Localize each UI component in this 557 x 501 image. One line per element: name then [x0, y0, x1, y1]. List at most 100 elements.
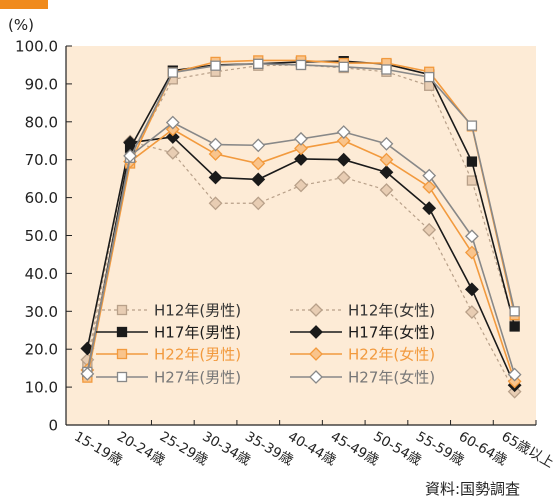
source-note: 資料:国勢調査 — [425, 480, 520, 498]
data-point — [422, 201, 437, 216]
legend-marker — [309, 347, 323, 361]
data-point — [464, 282, 479, 297]
legend-marker — [116, 326, 128, 338]
data-point — [251, 138, 266, 153]
legend-label: H27年(男性) — [154, 369, 241, 387]
y-tick-label: 80.0 — [25, 113, 58, 131]
x-tick-label: 20-24歳 — [114, 429, 168, 469]
data-point — [123, 135, 138, 150]
legend-label: H17年(女性) — [348, 324, 435, 342]
series-7 — [80, 115, 522, 382]
data-point — [379, 136, 394, 151]
legend-label: H12年(男性) — [154, 302, 241, 320]
data-point — [208, 147, 223, 161]
data-point — [507, 367, 522, 382]
y-tick-label: 90.0 — [25, 75, 58, 93]
series-3 — [80, 130, 522, 393]
x-tick-label: 40-44歳 — [285, 429, 339, 469]
y-axis: 0 10.0 20.0 30.0 40.0 50.0 60.0 70.0 80.0 90.0 100… — [15, 38, 72, 435]
data-point — [208, 137, 223, 152]
data-point — [466, 175, 478, 186]
y-tick-label: 10.0 — [25, 379, 58, 397]
series-line — [86, 64, 516, 366]
data-point — [336, 170, 351, 185]
data-point — [422, 180, 437, 194]
plot-area — [66, 46, 536, 425]
y-tick-label: 60.0 — [25, 189, 58, 207]
y-tick-label: 0 — [48, 417, 58, 435]
legend: H12年(男性) H12年(女性) H17年(男性) H17年(女性) H22年(男性)… — [96, 302, 435, 387]
data-point — [294, 152, 308, 166]
y-tick-label: 40.0 — [25, 265, 58, 283]
data-point — [208, 170, 223, 185]
data-point — [165, 145, 180, 160]
data-point — [294, 141, 308, 156]
legend-item: H27年(女性) — [290, 369, 435, 387]
x-tick-label: 15-19歳 — [71, 429, 125, 469]
legend-item: H17年(女性) — [290, 324, 435, 342]
data-point — [336, 125, 351, 139]
data-point — [251, 172, 266, 187]
data-point — [123, 148, 138, 163]
legend-marker — [309, 370, 323, 384]
data-point — [295, 59, 307, 71]
legend-marker — [309, 303, 323, 317]
data-point — [379, 165, 394, 180]
legend-item: H12年(男性) — [96, 302, 241, 320]
x-tick-label: 55-59歳 — [413, 429, 467, 469]
x-tick-label: 35-39歳 — [242, 429, 296, 469]
legend-label: H17年(男性) — [154, 324, 241, 342]
legend-marker — [309, 325, 323, 339]
data-point — [251, 156, 266, 171]
data-point — [294, 131, 308, 146]
legend-marker — [116, 348, 128, 360]
data-point — [464, 305, 479, 319]
series-6 — [82, 58, 520, 378]
x-tick-label: 60-64歳 — [456, 429, 510, 469]
x-tick-label: 65歳以上 — [499, 429, 557, 472]
legend-marker — [116, 304, 128, 316]
legend-marker — [116, 371, 128, 383]
accent-bar — [0, 0, 48, 9]
data-point — [464, 229, 479, 244]
legend-label: H22年(女性) — [348, 346, 435, 364]
data-point — [422, 222, 437, 237]
data-point — [379, 152, 394, 167]
legend-label: H27年(女性) — [348, 369, 435, 387]
legend-item: H17年(男性) — [96, 324, 241, 342]
data-point — [165, 115, 180, 130]
data-point — [338, 61, 349, 72]
legend-item: H27年(男性) — [96, 369, 241, 387]
y-unit-label: (%) — [8, 16, 34, 34]
data-point — [210, 60, 221, 71]
data-point — [424, 71, 435, 83]
data-point — [253, 58, 264, 69]
y-tick-label: 50.0 — [25, 227, 58, 245]
data-point — [336, 133, 351, 148]
x-tick-label: 50-54歳 — [370, 429, 424, 469]
legend-item: H22年(男性) — [96, 346, 241, 364]
data-point — [381, 64, 392, 75]
y-tick-label: 20.0 — [25, 341, 58, 359]
data-point — [379, 183, 394, 197]
data-point — [422, 168, 437, 183]
legend-label: H22年(男性) — [154, 346, 241, 364]
data-point — [466, 156, 478, 167]
x-axis: 15-19歳20-24歳25-29歳30-34歳35-39歳40-44歳45-4… — [65, 420, 557, 472]
data-point — [80, 366, 95, 381]
data-point — [208, 196, 223, 211]
y-tick-label: 30.0 — [25, 303, 58, 321]
data-point — [294, 178, 308, 193]
data-point — [509, 306, 520, 317]
data-point — [336, 152, 351, 167]
x-tick-label: 45-49歳 — [328, 429, 382, 469]
y-tick-label: 70.0 — [25, 151, 58, 169]
data-point — [167, 67, 178, 78]
legend-item: H22年(女性) — [290, 346, 435, 364]
legend-label: H12年(女性) — [348, 302, 435, 320]
series-layer — [80, 55, 522, 399]
data-point — [251, 196, 266, 211]
legend-item: H12年(女性) — [290, 302, 435, 320]
data-point — [509, 321, 520, 332]
